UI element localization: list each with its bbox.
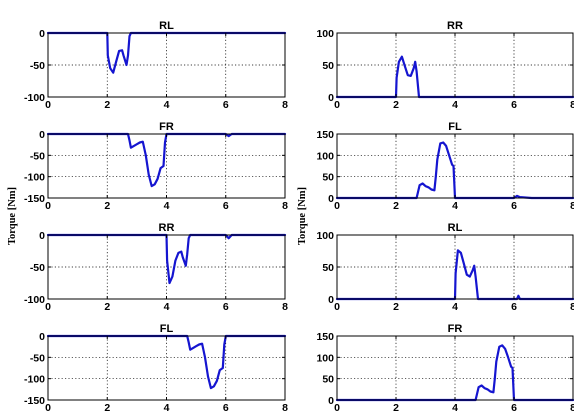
y-axis-label-left: Torque [Nm]	[7, 187, 18, 245]
y-tick-label: 0	[39, 331, 45, 343]
x-tick-label: 0	[45, 301, 51, 313]
panel-title: RL	[159, 20, 174, 32]
series-line	[335, 249, 574, 301]
y-tick-label: 0	[39, 28, 45, 40]
y-tick-label: 100	[316, 150, 334, 162]
y-tick-label: -150	[24, 395, 45, 407]
panel-3: 0 2 4 6 8 0 50 100 150 FL	[316, 121, 574, 212]
x-tick-label: 6	[511, 402, 517, 414]
x-tick-label: 6	[511, 99, 517, 111]
x-tick-label: 4	[452, 301, 458, 313]
y-tick-label: 150	[316, 331, 334, 343]
panel-2: 0 2 4 6 8 -150 -100 -50 0 FR	[24, 121, 288, 212]
x-tick-label: 2	[393, 99, 399, 111]
series-line	[335, 55, 574, 99]
x-tick-label: 2	[393, 301, 399, 313]
panel-6: 0 2 4 6 8 -150 -100 -50 0 FL	[24, 323, 288, 414]
panel-title: RR	[159, 222, 175, 234]
y-tick-label: 50	[322, 374, 334, 386]
x-tick-label: 8	[282, 200, 288, 212]
x-tick-label: 0	[334, 200, 340, 212]
series-line	[46, 31, 287, 74]
x-tick-label: 4	[452, 99, 458, 111]
y-tick-label: 0	[39, 230, 45, 242]
y-tick-label: 50	[322, 60, 334, 72]
y-tick-label: -50	[30, 150, 45, 162]
y-tick-label: -100	[24, 374, 45, 386]
y-tick-label: -50	[30, 262, 45, 274]
x-tick-label: 4	[164, 301, 170, 313]
y-tick-label: -100	[24, 294, 45, 306]
y-tick-label: 100	[316, 352, 334, 364]
x-tick-label: 4	[452, 200, 458, 212]
y-tick-label: -100	[24, 172, 45, 184]
series-line	[335, 344, 574, 402]
y-tick-label: -150	[24, 193, 45, 205]
x-tick-label: 2	[393, 200, 399, 212]
x-tick-label: 4	[164, 99, 170, 111]
x-tick-label: 8	[282, 402, 288, 414]
x-tick-label: 6	[223, 99, 229, 111]
panel-0: 0 2 4 6 8 -100 -50 0 RL	[24, 20, 288, 111]
y-tick-label: -50	[30, 60, 45, 72]
y-tick-label: 50	[322, 262, 334, 274]
y-axis-label-right: Torque [Nm]	[297, 187, 308, 245]
series-line	[46, 233, 287, 285]
x-tick-label: 0	[334, 402, 340, 414]
x-tick-label: 0	[334, 99, 340, 111]
panel-4: 0 2 4 6 8 -100 -50 0 RR	[24, 222, 288, 313]
panel-5: 0 2 4 6 8 0 50 100 RL	[316, 222, 574, 313]
x-tick-label: 0	[334, 301, 340, 313]
x-tick-label: 6	[511, 301, 517, 313]
x-tick-label: 2	[393, 402, 399, 414]
y-tick-label: 50	[322, 172, 334, 184]
y-tick-label: 0	[328, 193, 334, 205]
x-tick-label: 4	[164, 200, 170, 212]
x-tick-label: 0	[45, 200, 51, 212]
x-tick-label: 2	[104, 402, 110, 414]
x-tick-label: 8	[282, 99, 288, 111]
x-tick-label: 4	[452, 402, 458, 414]
x-tick-label: 8	[570, 301, 574, 313]
panel-title: FL	[160, 323, 174, 335]
series-line	[46, 334, 287, 390]
y-tick-label: 0	[328, 92, 334, 104]
x-tick-label: 8	[570, 99, 574, 111]
y-tick-label: 0	[328, 294, 334, 306]
y-tick-label: -50	[30, 352, 45, 364]
panel-1: 0 2 4 6 8 0 50 100 RR	[316, 20, 574, 111]
panel-7: 0 2 4 6 8 0 50 100 150 FR	[316, 323, 574, 414]
y-tick-label: 150	[316, 129, 334, 141]
y-tick-label: 0	[328, 395, 334, 407]
panel-title: RR	[447, 20, 463, 32]
panel-title: FR	[159, 121, 174, 133]
x-tick-label: 0	[45, 402, 51, 414]
x-tick-label: 0	[45, 99, 51, 111]
x-tick-label: 2	[104, 99, 110, 111]
x-tick-label: 4	[164, 402, 170, 414]
x-tick-label: 8	[570, 200, 574, 212]
y-tick-label: -100	[24, 92, 45, 104]
x-tick-label: 2	[104, 301, 110, 313]
x-tick-label: 6	[223, 301, 229, 313]
y-tick-label: 0	[39, 129, 45, 141]
x-tick-label: 6	[223, 402, 229, 414]
x-tick-label: 6	[223, 200, 229, 212]
y-tick-label: 100	[316, 28, 334, 40]
x-tick-label: 2	[104, 200, 110, 212]
y-tick-label: 100	[316, 230, 334, 242]
x-tick-label: 8	[282, 301, 288, 313]
x-tick-label: 8	[570, 402, 574, 414]
x-tick-label: 6	[511, 200, 517, 212]
panel-title: FR	[448, 323, 463, 335]
panel-title: FL	[448, 121, 462, 133]
panel-title: RL	[448, 222, 463, 234]
series-line	[335, 141, 574, 200]
